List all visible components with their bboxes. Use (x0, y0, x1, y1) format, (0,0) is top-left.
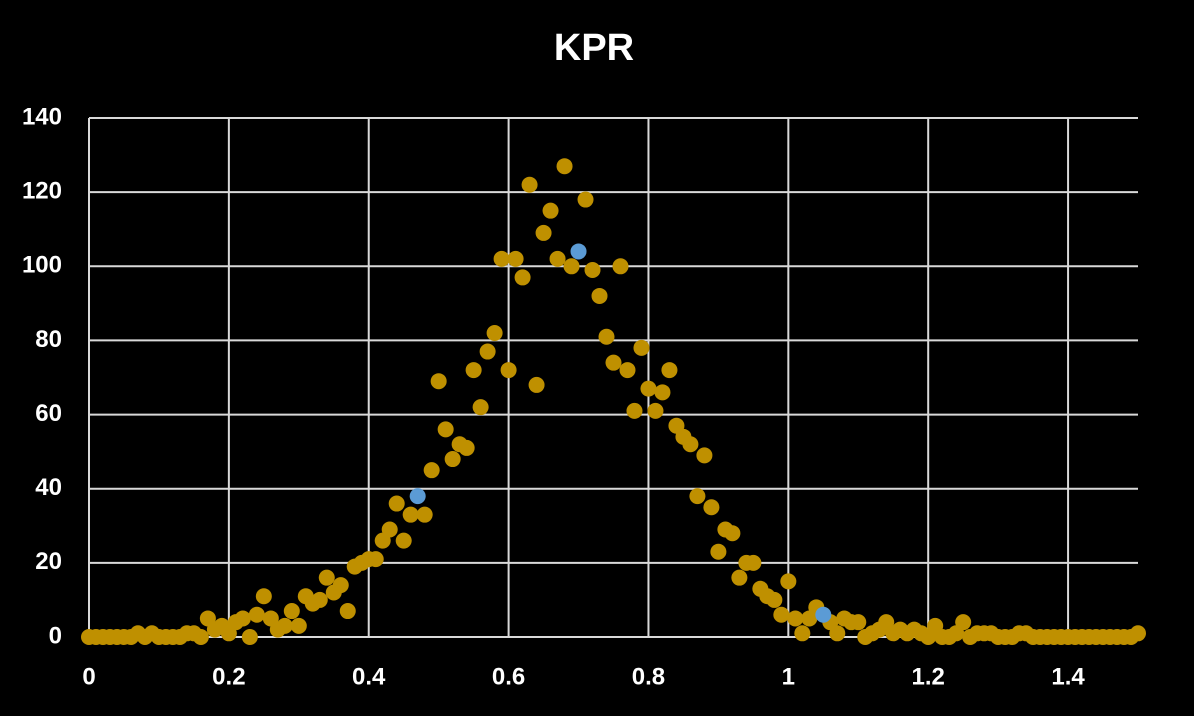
data-point (248, 606, 265, 623)
data-point (528, 376, 545, 393)
data-point (535, 224, 552, 241)
data-point (724, 525, 741, 542)
data-point (850, 614, 867, 631)
y-tick-label: 100 (22, 252, 62, 279)
data-point (955, 614, 972, 631)
data-point (577, 191, 594, 208)
y-tick-label: 140 (22, 103, 62, 130)
x-tick-label: 1.4 (1051, 663, 1085, 690)
data-point (381, 521, 398, 538)
data-point (626, 402, 643, 419)
data-point (430, 373, 447, 390)
data-point (815, 606, 832, 623)
data-point (703, 499, 720, 516)
data-point (409, 488, 426, 505)
data-point (395, 532, 412, 549)
data-point (647, 402, 664, 419)
data-point (192, 629, 209, 645)
data-point (633, 339, 650, 356)
data-point (241, 629, 258, 645)
data-point (829, 625, 846, 642)
data-point (283, 603, 300, 620)
data-point (472, 399, 489, 416)
x-tick-label: 0 (82, 663, 95, 690)
x-tick-label: 0.2 (212, 663, 245, 690)
data-point (402, 506, 419, 523)
y-tick-label: 20 (35, 548, 62, 575)
y-tick-label: 0 (49, 622, 62, 649)
data-point (591, 287, 608, 304)
data-point (493, 250, 510, 267)
data-point (696, 447, 713, 464)
data-point (689, 488, 706, 505)
data-point (549, 250, 566, 267)
x-tick-label: 0.8 (632, 663, 665, 690)
data-point (479, 343, 496, 360)
data-point (766, 591, 783, 608)
data-point (605, 354, 622, 371)
data-point (388, 495, 405, 512)
data-point (745, 554, 762, 571)
data-point (500, 362, 517, 379)
data-point (465, 362, 482, 379)
x-tick-label: 1 (782, 663, 795, 690)
data-point (458, 439, 475, 456)
data-point (563, 258, 580, 275)
data-point (339, 603, 356, 620)
x-tick-label: 0.4 (352, 663, 386, 690)
data-point (710, 543, 727, 560)
x-tick-label: 1.2 (912, 663, 945, 690)
chart-title: KPR (554, 27, 634, 69)
data-point (318, 569, 335, 586)
data-point (276, 617, 293, 634)
data-point (311, 591, 328, 608)
data-point (416, 506, 433, 523)
data-point (584, 261, 601, 278)
data-point (521, 176, 538, 193)
data-point (444, 451, 461, 468)
data-point (570, 243, 587, 260)
data-point (1130, 625, 1146, 642)
data-point (332, 577, 349, 594)
data-point (794, 625, 811, 642)
data-point (640, 380, 657, 397)
data-point (773, 606, 790, 623)
data-point (542, 202, 559, 219)
y-tick-label: 40 (35, 474, 62, 501)
data-point (787, 610, 804, 627)
data-point (682, 436, 699, 453)
data-point (556, 158, 573, 175)
data-point (619, 362, 636, 379)
data-point (423, 462, 440, 479)
data-point (612, 258, 629, 275)
data-point (661, 362, 678, 379)
y-tick-label: 60 (35, 400, 62, 427)
x-tick-label: 0.6 (492, 663, 525, 690)
data-point (255, 588, 272, 605)
data-point (367, 551, 384, 568)
data-point (654, 384, 671, 401)
data-point (486, 325, 503, 342)
data-point (437, 421, 454, 438)
data-point (731, 569, 748, 586)
data-point (780, 573, 797, 590)
data-point (507, 250, 524, 267)
y-tick-label: 120 (22, 177, 62, 204)
y-tick-label: 80 (35, 326, 62, 353)
data-point (598, 328, 615, 345)
data-point (290, 617, 307, 634)
data-point (514, 269, 531, 286)
data-point (234, 610, 251, 627)
